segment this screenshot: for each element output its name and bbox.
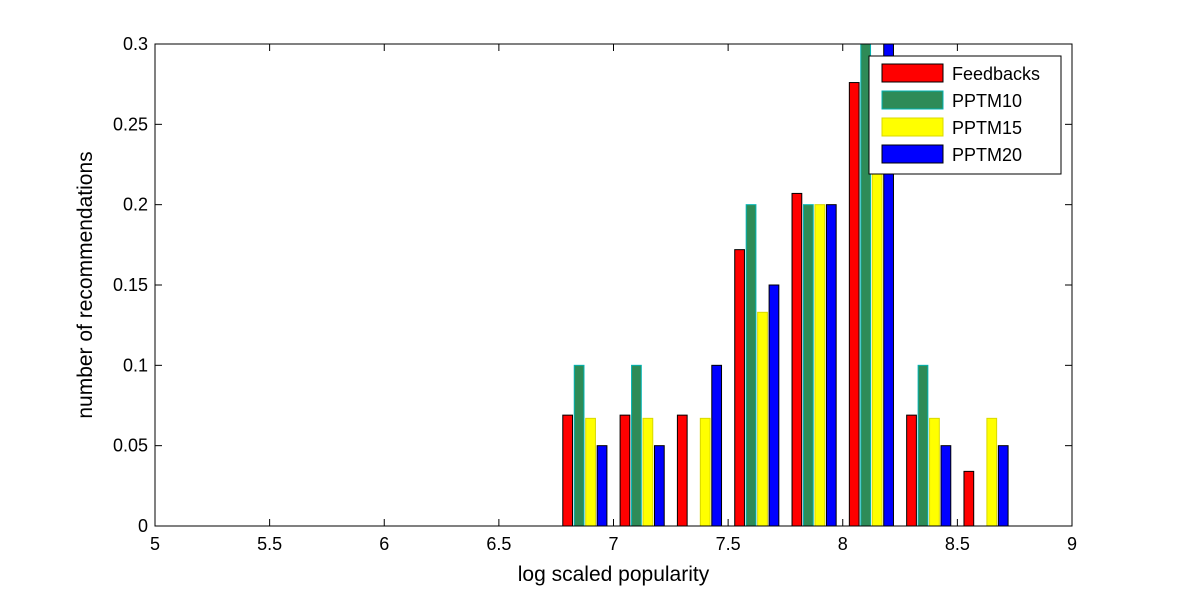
legend-swatch-pptm20 — [881, 144, 944, 164]
bar-pptm10-bin-9 — [631, 364, 642, 527]
bar-feedbacks-bin-15 — [963, 470, 975, 527]
bar-feedbacks-bin-9 — [619, 414, 631, 527]
x-tick-label: 8.5 — [945, 534, 970, 554]
bar-feedbacks-bin-10 — [676, 414, 688, 527]
bars-layer — [562, 43, 1009, 527]
bar-feedbacks-bin-12 — [791, 192, 803, 527]
x-tick-label: 8 — [838, 534, 848, 554]
x-tick-label: 9 — [1067, 534, 1077, 554]
legend-swatch-pptm10 — [881, 90, 944, 110]
bar-pptm15-bin-11 — [757, 311, 768, 527]
bar-pptm20-bin-12 — [825, 204, 837, 527]
bar-pptm20-bin-9 — [653, 445, 665, 527]
bar-pptm15-bin-12 — [814, 204, 826, 527]
y-axis-label: number of recommendations — [74, 151, 97, 418]
bar-pptm20-bin-11 — [768, 284, 780, 527]
x-tick-label: 7 — [608, 534, 618, 554]
bar-feedbacks-bin-8 — [562, 414, 574, 527]
x-axis-label: log scaled popularity — [518, 563, 710, 586]
y-tick-label: 0.05 — [113, 436, 148, 456]
y-tick-label: 0.25 — [113, 114, 148, 134]
y-tick-label: 0 — [138, 516, 148, 536]
y-tick-label: 0.15 — [113, 275, 148, 295]
x-tick-label: 6.5 — [486, 534, 511, 554]
y-tick-label: 0.1 — [123, 355, 148, 375]
x-tick-label: 6 — [379, 534, 389, 554]
x-tick-label: 7.5 — [716, 534, 741, 554]
bar-pptm15-bin-14 — [929, 417, 940, 527]
legend-swatch-pptm15 — [881, 117, 944, 137]
legend-label-feedbacks: Feedbacks — [952, 64, 1040, 84]
bar-pptm10-bin-11 — [745, 204, 757, 527]
bar-pptm10-bin-8 — [573, 364, 585, 527]
y-tick-layer: 0 0.05 0.1 0.15 0.2 0.25 0.3 — [113, 34, 1072, 536]
bar-pptm15-bin-9 — [642, 417, 654, 527]
bar-feedbacks-bin-14 — [906, 414, 917, 527]
legend-label-pptm20: PPTM20 — [952, 145, 1022, 165]
bar-pptm15-bin-10 — [699, 417, 711, 527]
bar-feedbacks-bin-11 — [734, 249, 745, 527]
bar-pptm15-bin-8 — [585, 417, 596, 527]
x-tick-layer: 5 5.5 6 6.5 7 7.5 8 8.5 9 — [150, 44, 1077, 554]
bar-feedbacks-bin-13 — [848, 82, 860, 527]
bar-pptm15-bin-15 — [986, 417, 998, 527]
y-tick-label: 0.2 — [123, 195, 148, 215]
legend-label-pptm10: PPTM10 — [952, 91, 1022, 111]
legend-label-pptm15: PPTM15 — [952, 118, 1022, 138]
bar-pptm20-bin-15 — [997, 445, 1009, 527]
y-tick-label: 0.3 — [123, 34, 148, 54]
bar-pptm20-bin-10 — [711, 364, 723, 527]
bar-pptm10-bin-14 — [917, 364, 929, 527]
x-tick-label: 5 — [150, 534, 160, 554]
x-tick-label: 5.5 — [257, 534, 282, 554]
legend: Feedbacks PPTM10 PPTM15 PPTM20 — [868, 55, 1062, 175]
bar-pptm10-bin-12 — [802, 204, 814, 527]
bar-pptm20-bin-14 — [940, 445, 952, 527]
legend-swatch-feedbacks — [881, 63, 944, 83]
bar-pptm20-bin-8 — [596, 445, 608, 527]
